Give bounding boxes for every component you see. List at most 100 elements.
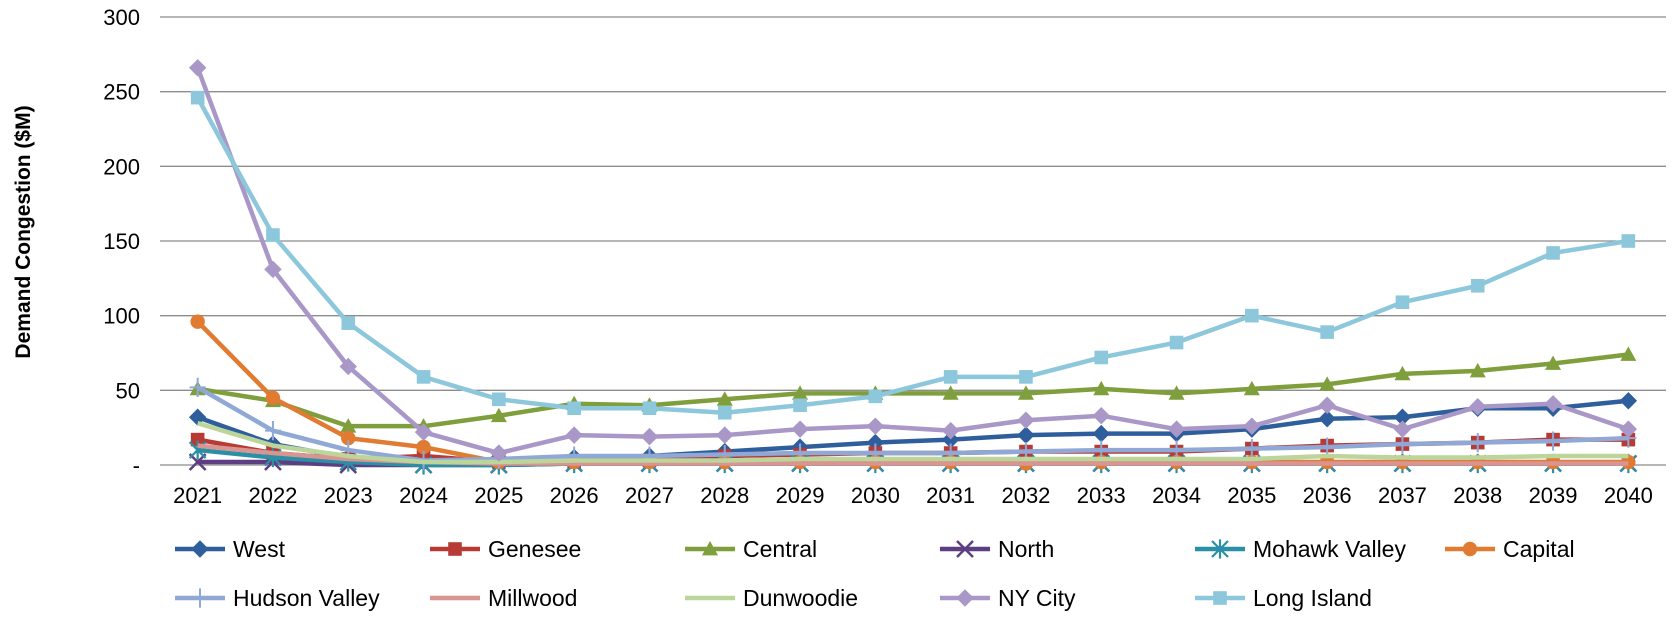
x-tick-label: 2029 — [776, 483, 825, 508]
x-tick-label: 2026 — [550, 483, 599, 508]
data-point — [1017, 385, 1034, 400]
data-point — [1243, 380, 1260, 396]
x-tick-label: 2025 — [474, 483, 523, 508]
data-point — [717, 405, 732, 420]
x-tick-label: 2039 — [1529, 483, 1578, 508]
y-tick-label: 250 — [103, 80, 140, 105]
data-point — [1469, 398, 1487, 416]
data-point — [1243, 417, 1261, 435]
data-point — [1093, 380, 1110, 396]
data-point — [1168, 440, 1185, 460]
data-point — [1319, 437, 1336, 457]
data-point — [1092, 407, 1110, 425]
x-tick-label: 2032 — [1001, 483, 1050, 508]
y-tick-label: 200 — [103, 154, 140, 179]
data-point — [1394, 365, 1411, 381]
x-tick-label: 2031 — [926, 483, 975, 508]
data-point — [1019, 370, 1033, 384]
data-point — [1619, 420, 1638, 438]
data-point — [1211, 539, 1229, 559]
data-point — [1319, 376, 1336, 391]
data-point — [1245, 308, 1259, 323]
legend-label: Long Island — [1253, 585, 1372, 611]
y-tick-label: 300 — [103, 5, 140, 30]
data-point — [1462, 541, 1478, 557]
data-point — [1167, 420, 1186, 438]
series-long-island — [190, 90, 1636, 420]
x-tick-label: 2038 — [1453, 483, 1502, 508]
x-tick-label: 2022 — [248, 483, 297, 508]
x-tick-label: 2024 — [399, 483, 448, 508]
data-point — [264, 421, 281, 441]
data-point — [943, 370, 958, 384]
data-point — [340, 418, 357, 433]
data-point — [492, 392, 506, 407]
legend: West Genesee Central North Mohawk Valley Capi… — [175, 536, 1575, 611]
data-point — [1393, 420, 1412, 438]
series-line-dunwoodie — [197, 421, 1629, 465]
x-tick-label: 2023 — [324, 483, 373, 508]
series-layer — [188, 59, 1638, 475]
x-tick-label: 2028 — [700, 483, 749, 508]
data-point — [1094, 350, 1109, 365]
data-point — [341, 430, 356, 446]
data-point — [866, 417, 885, 435]
data-point — [716, 391, 733, 406]
data-point — [1318, 409, 1336, 428]
x-tick-label: 2036 — [1303, 483, 1352, 508]
data-point — [868, 389, 883, 404]
data-point — [190, 90, 205, 105]
data-point — [1017, 411, 1035, 429]
data-point — [1017, 426, 1035, 444]
data-point — [942, 385, 959, 400]
data-point — [716, 426, 734, 444]
data-point — [1545, 355, 1562, 370]
data-point — [1546, 246, 1560, 260]
data-point — [565, 426, 583, 444]
data-point — [192, 588, 208, 608]
series-ny-city — [188, 59, 1638, 462]
series-line-central — [197, 352, 1629, 429]
data-point — [416, 439, 431, 455]
legend-label: Capital — [1503, 536, 1575, 562]
data-point — [793, 398, 807, 413]
y-axis-label: Demand Congestion ($M) — [12, 105, 35, 358]
legend-item-capital: Capital — [1445, 536, 1575, 562]
data-point — [702, 541, 718, 556]
legend-label: Mohawk Valley — [1253, 536, 1406, 562]
y-tick-label: 150 — [103, 229, 140, 254]
data-point — [264, 260, 282, 279]
data-point — [490, 444, 508, 462]
legend-item-millwood: Millwood — [430, 585, 577, 611]
data-point — [1093, 440, 1110, 460]
data-point — [1395, 295, 1410, 310]
x-axis-ticks: 2021 2022 2023 2024 2025 2026 2027 2028 2029 2030… — [173, 483, 1653, 508]
data-point — [341, 316, 356, 330]
data-point — [339, 357, 357, 376]
x-tick-label: 2034 — [1152, 483, 1201, 508]
legend-label: North — [998, 536, 1054, 562]
x-tick-label: 2027 — [625, 483, 674, 508]
data-point — [1320, 325, 1334, 339]
data-point — [265, 390, 281, 405]
data-point — [642, 401, 657, 416]
data-point — [1213, 591, 1227, 605]
data-point — [640, 427, 659, 446]
legend-item-dunwoodie: Dunwoodie — [685, 585, 858, 611]
x-tick-label: 2040 — [1604, 483, 1653, 508]
data-point — [190, 314, 205, 329]
data-point — [188, 59, 207, 77]
data-point — [191, 540, 209, 558]
data-point — [189, 377, 206, 397]
series-line-long-island — [195, 96, 1629, 415]
y-tick-label: 50 — [116, 378, 140, 403]
series-dunwoodie — [197, 421, 1629, 465]
data-point — [1092, 424, 1110, 443]
legend-label: Hudson Valley — [233, 585, 380, 611]
legend-label: NY City — [998, 585, 1076, 611]
legend-label: West — [233, 536, 286, 562]
legend-label: Genesee — [488, 536, 581, 562]
legend-item-mohawk-valley: Mohawk Valley — [1195, 536, 1406, 562]
legend-item-north: North — [940, 536, 1054, 562]
